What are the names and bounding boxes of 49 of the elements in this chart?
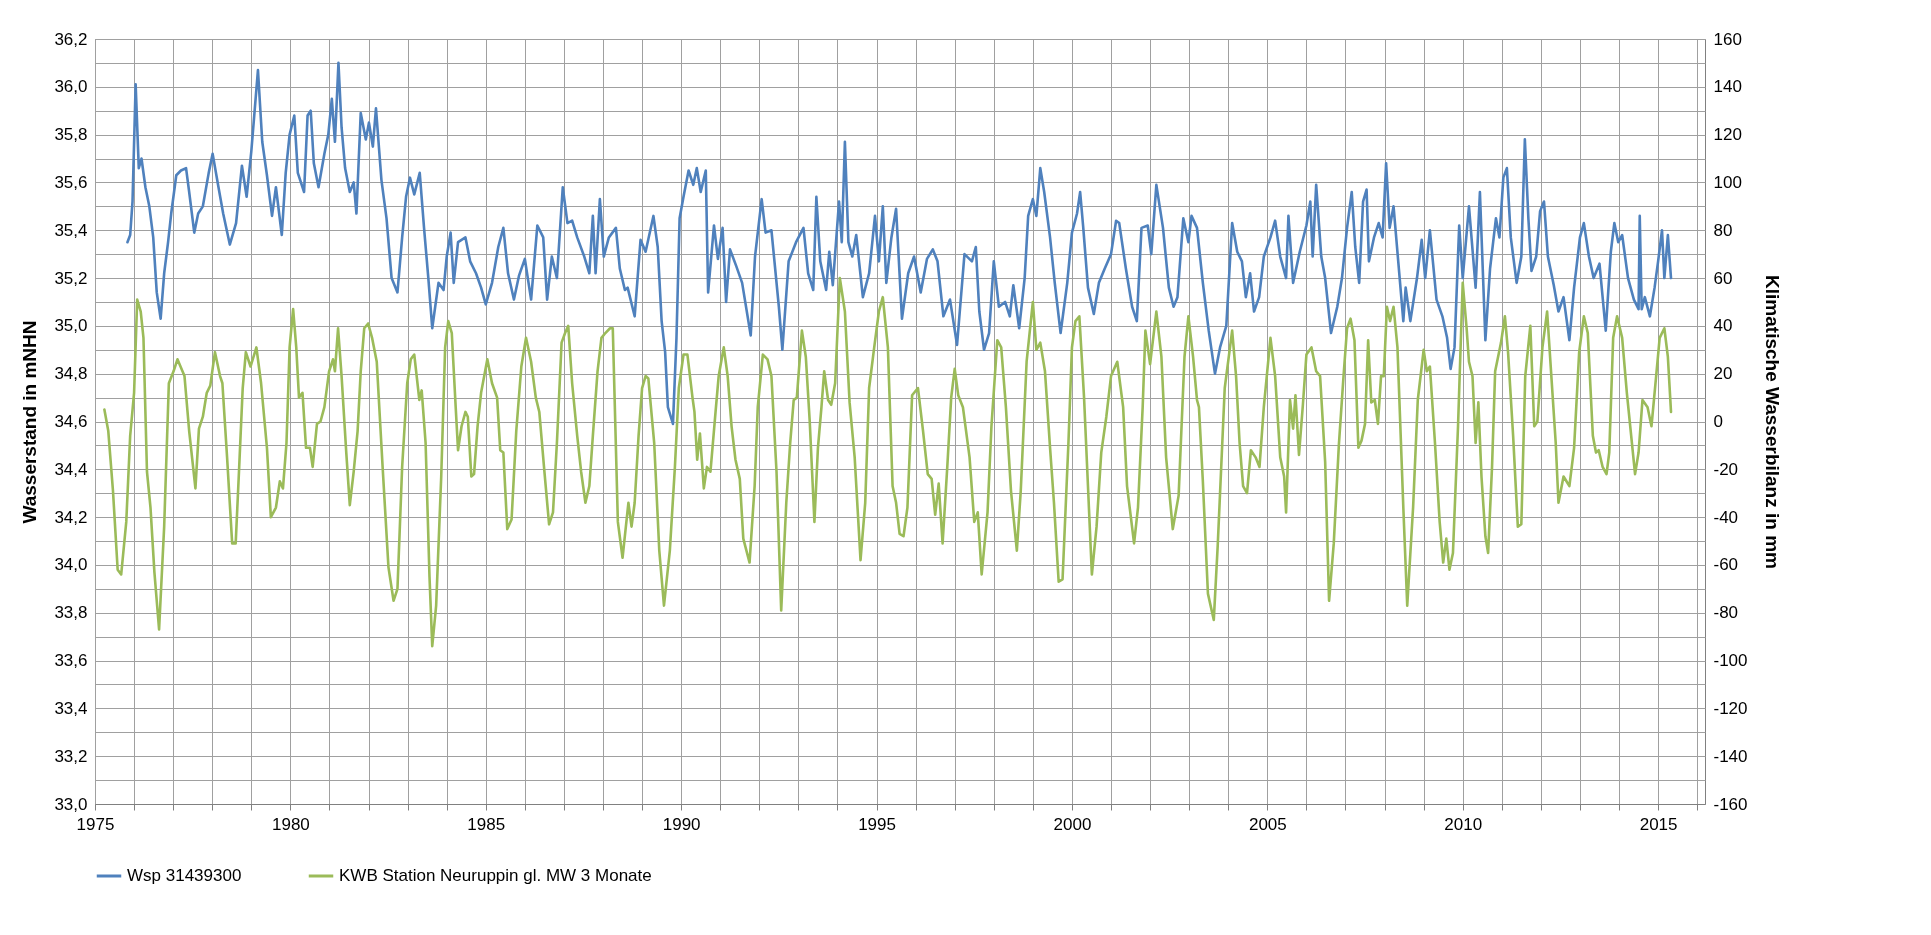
y-tick-label: 35,2 — [54, 268, 88, 288]
y2-tick-label: -20 — [1713, 459, 1739, 479]
y2-tick-label: 160 — [1713, 29, 1742, 49]
line-series — [103, 276, 1673, 648]
y2-tick-label: 140 — [1713, 77, 1742, 97]
y2-tick-label: 40 — [1713, 316, 1733, 336]
y2-tick-label: -100 — [1713, 651, 1748, 671]
x-tick-label: 1980 — [271, 814, 310, 834]
y2-tick-label: -120 — [1713, 698, 1748, 718]
y-tick-label: 36,2 — [54, 29, 88, 49]
y-tick-label: 36,0 — [54, 77, 88, 97]
y2-tick-label: 0 — [1713, 412, 1723, 431]
x-tick-label: 2010 — [1444, 814, 1483, 834]
y-tick-label: 35,4 — [54, 220, 88, 240]
y-tick-label: 33,2 — [54, 746, 88, 766]
y2-tick-label: -60 — [1713, 555, 1739, 575]
y-tick-label: 34,8 — [54, 364, 88, 384]
y2-tick-label: 80 — [1713, 220, 1733, 240]
x-tick-label: 1995 — [858, 814, 896, 834]
y2-tick-label: -140 — [1713, 746, 1748, 766]
line-series — [126, 61, 1673, 426]
x-tick-label: 1990 — [662, 814, 701, 834]
y2-axis-title: Klimatische Wasserbilanz in mm — [1761, 275, 1783, 569]
y2-tick-label: -40 — [1713, 507, 1739, 527]
y-tick-label: 34,4 — [54, 459, 88, 479]
y2-tick-label: 100 — [1713, 172, 1742, 192]
legend-label: Wsp 31439300 — [127, 866, 242, 885]
y-tick-label: 35,8 — [54, 125, 88, 145]
y-tick-label: 35,0 — [54, 316, 88, 336]
y-tick-label: 33,0 — [54, 794, 88, 814]
y-tick-label: 35,6 — [54, 172, 88, 192]
y2-tick-label: 120 — [1713, 125, 1742, 145]
y2-tick-label: 20 — [1713, 364, 1733, 384]
x-tick-label: 2000 — [1053, 814, 1092, 834]
y-tick-label: 33,6 — [54, 651, 88, 671]
y2-tick-label: -80 — [1713, 603, 1739, 623]
y2-tick-label: 60 — [1713, 268, 1733, 288]
x-tick-label: 2015 — [1639, 814, 1678, 834]
y-tick-label: 34,6 — [54, 412, 88, 431]
legend-label: KWB Station Neuruppin gl. MW 3 Monate — [339, 866, 652, 885]
x-tick-label: 2005 — [1248, 814, 1287, 834]
y-tick-label: 33,8 — [54, 603, 88, 623]
y-tick-label: 34,2 — [54, 507, 88, 527]
y-tick-label: 34,0 — [54, 555, 88, 575]
y-axis-title: Wasserstand in mNHN — [19, 320, 41, 524]
x-tick-label: 1975 — [76, 814, 115, 834]
x-tick-label: 1985 — [467, 814, 506, 834]
y-tick-label: 33,4 — [54, 698, 88, 718]
y2-tick-label: -160 — [1713, 794, 1748, 814]
